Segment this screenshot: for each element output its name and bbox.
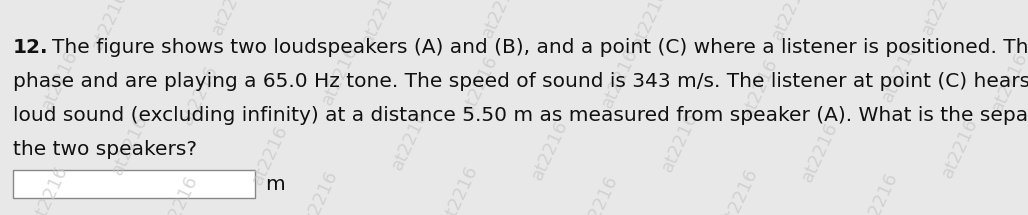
Text: at2216: at2216 <box>158 172 201 215</box>
Text: at2216: at2216 <box>298 167 341 215</box>
Text: loud sound (excluding infinity) at a distance 5.50 m as measured from speaker (A: loud sound (excluding infinity) at a dis… <box>13 106 1028 125</box>
Text: at2216: at2216 <box>389 107 432 173</box>
Text: at2216: at2216 <box>528 117 572 183</box>
Text: at2216: at2216 <box>918 0 961 38</box>
Text: at2216: at2216 <box>768 0 812 43</box>
Text: at2216: at2216 <box>988 49 1028 115</box>
Text: at2216: at2216 <box>38 47 81 113</box>
Text: at2216: at2216 <box>249 122 292 188</box>
Text: at2216: at2216 <box>858 169 902 215</box>
Text: at2216: at2216 <box>598 45 641 111</box>
Text: at2216: at2216 <box>359 0 402 48</box>
Text: at2216: at2216 <box>438 162 482 215</box>
Text: The figure shows two loudspeakers (A) and (B), and a point (C) where a listener : The figure shows two loudspeakers (A) an… <box>52 38 1028 57</box>
Text: at2216: at2216 <box>29 162 72 215</box>
Text: at2216: at2216 <box>719 165 762 215</box>
Text: at2216: at2216 <box>178 62 222 128</box>
Bar <box>13 170 255 198</box>
Text: 12.: 12. <box>13 38 48 57</box>
Text: at2216: at2216 <box>478 0 521 41</box>
Text: at2216: at2216 <box>88 0 132 53</box>
Text: at2216: at2216 <box>319 42 362 108</box>
Text: at2216: at2216 <box>579 172 622 215</box>
Text: at2216: at2216 <box>108 112 152 178</box>
Text: the two speakers?: the two speakers? <box>13 140 197 159</box>
Text: at2216: at2216 <box>209 0 252 38</box>
Text: at2216: at2216 <box>628 0 671 51</box>
Text: m: m <box>265 175 285 194</box>
Text: at2216: at2216 <box>878 39 922 105</box>
Text: phase and are playing a 65.0 Hz tone. The speed of sound is 343 m/s. The listene: phase and are playing a 65.0 Hz tone. Th… <box>13 72 1028 91</box>
Text: at2216: at2216 <box>458 52 502 118</box>
Text: at2216: at2216 <box>799 119 842 185</box>
Text: at2216: at2216 <box>658 109 702 175</box>
Text: at2216: at2216 <box>939 115 982 181</box>
Text: at2216: at2216 <box>738 55 781 121</box>
